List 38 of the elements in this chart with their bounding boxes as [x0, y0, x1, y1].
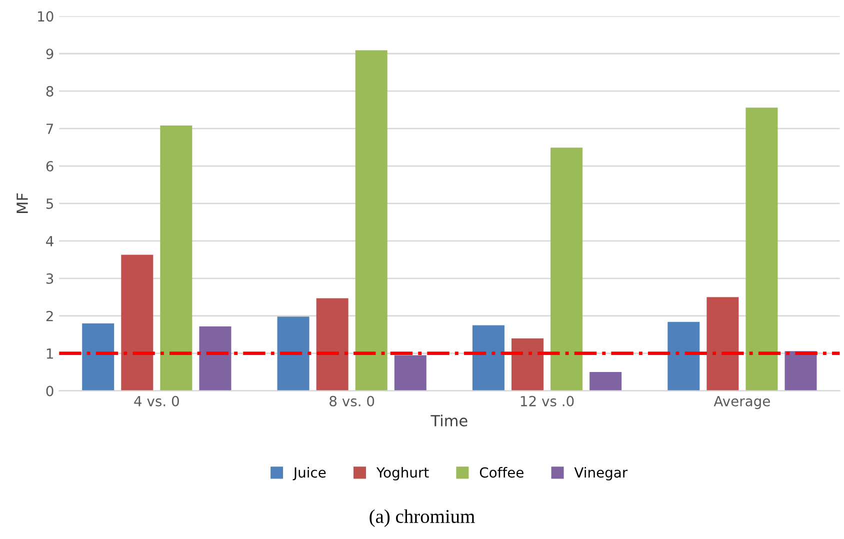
- bar: [160, 126, 192, 391]
- y-tick-label: 0: [46, 386, 54, 396]
- legend-label: Juice: [292, 466, 326, 480]
- bar: [82, 323, 114, 391]
- bar: [277, 316, 310, 391]
- legend-label: Yoghurt: [376, 466, 429, 480]
- x-axis-title: Time: [430, 414, 468, 426]
- bar: [511, 338, 544, 391]
- bar: [394, 355, 426, 391]
- x-tick-label: 8 vs. 0: [330, 396, 374, 406]
- bar: [746, 108, 778, 391]
- bar: [355, 50, 388, 391]
- bar: [316, 298, 348, 391]
- bar: [121, 254, 154, 391]
- x-tick-label: 4 vs. 0: [134, 396, 179, 406]
- bar: [550, 148, 583, 391]
- y-tick-label: 10: [38, 11, 54, 22]
- legend-label: Vinegar: [574, 466, 628, 480]
- bar: [199, 326, 232, 391]
- y-tick-label: 4: [46, 236, 54, 246]
- bar: [706, 297, 739, 391]
- y-tick-label: 8: [46, 86, 54, 97]
- y-tick-label: 2: [46, 310, 53, 322]
- bar: [472, 325, 504, 391]
- bar: [668, 322, 700, 391]
- bar: [784, 351, 817, 391]
- y-tick-label: 7: [46, 124, 54, 134]
- y-tick-label: 5: [46, 198, 54, 209]
- y-tick-label: 6: [46, 160, 54, 172]
- x-tick-label: Average: [714, 396, 770, 410]
- y-tick-label: 1: [46, 348, 53, 359]
- y-axis-title: MF: [16, 193, 28, 213]
- x-tick-label: 12 vs .0: [520, 396, 574, 406]
- y-tick-label: 3: [46, 273, 54, 284]
- y-tick-label: 9: [46, 48, 54, 60]
- bar: [590, 372, 622, 391]
- text: (a) chromium: [370, 509, 475, 527]
- legend-label: Coffee: [480, 466, 524, 478]
